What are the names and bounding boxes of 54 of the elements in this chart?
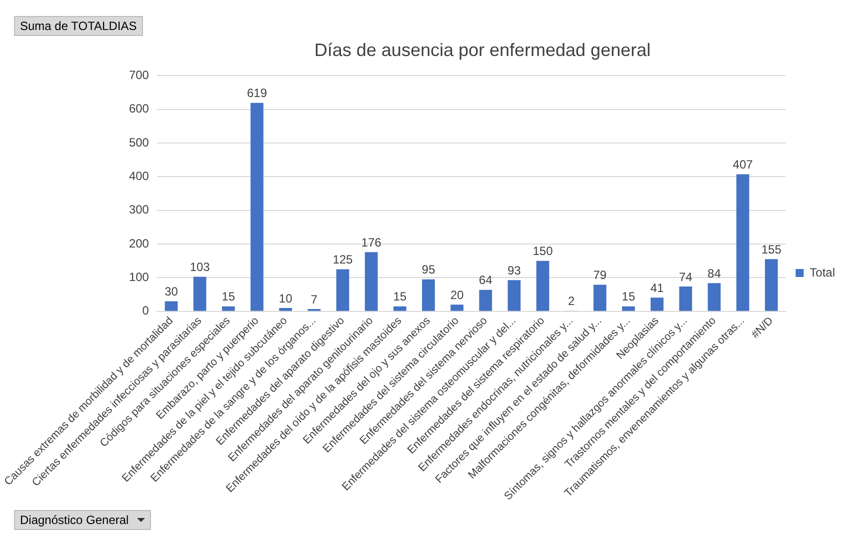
data-label: 79 <box>593 268 607 282</box>
data-label: 150 <box>532 244 554 258</box>
bar <box>479 290 492 311</box>
data-label: 407 <box>732 158 754 172</box>
data-label: 84 <box>708 266 722 280</box>
data-label: 64 <box>478 273 493 288</box>
y-tick-label: 300 <box>128 202 150 217</box>
data-label: 155 <box>761 242 782 256</box>
data-label: 125 <box>332 252 354 267</box>
bar <box>193 276 206 311</box>
bar <box>450 304 464 311</box>
bar <box>622 306 635 311</box>
y-tick-label: 700 <box>128 68 150 82</box>
data-label: 15 <box>222 290 236 304</box>
data-label: 20 <box>450 288 464 302</box>
data-label: 15 <box>393 290 407 304</box>
bar <box>422 279 435 311</box>
bar <box>536 260 550 311</box>
bar <box>736 174 750 311</box>
data-label: 2 <box>568 294 575 308</box>
data-label: 176 <box>361 235 382 250</box>
text: Suma de TOTALDIAS <box>20 19 137 33</box>
data-label: 103 <box>190 260 210 274</box>
bar <box>679 286 692 311</box>
data-label: 10 <box>278 291 293 306</box>
bar <box>593 284 606 311</box>
bar <box>393 306 406 311</box>
bar <box>279 308 292 311</box>
data-label: 30 <box>164 284 178 299</box>
bar <box>708 283 721 311</box>
data-label: 7 <box>310 292 318 306</box>
data-label: 619 <box>246 86 268 100</box>
data-label: 74 <box>678 270 693 284</box>
text: Diagnóstico General <box>20 513 129 527</box>
bar <box>764 259 778 311</box>
bar <box>508 280 521 311</box>
y-tick-label: 600 <box>128 102 150 116</box>
y-tick-label: 200 <box>128 236 150 250</box>
y-tick-label: 0 <box>142 304 150 318</box>
bar <box>336 269 350 311</box>
bar <box>364 252 378 311</box>
bar <box>250 102 264 311</box>
y-tick-label: 100 <box>128 270 150 284</box>
legend-label: Total <box>810 265 836 280</box>
bar <box>164 301 178 311</box>
chart-title: Días de ausencia por enfermedad general <box>314 40 651 60</box>
y-tick-label: 500 <box>128 135 150 150</box>
data-label: 93 <box>508 263 522 278</box>
data-label: 41 <box>650 280 664 295</box>
y-tick-label: 400 <box>128 168 150 183</box>
bar <box>650 298 664 311</box>
bar <box>222 306 235 311</box>
data-label: 95 <box>422 262 436 277</box>
data-label: 15 <box>622 290 636 304</box>
